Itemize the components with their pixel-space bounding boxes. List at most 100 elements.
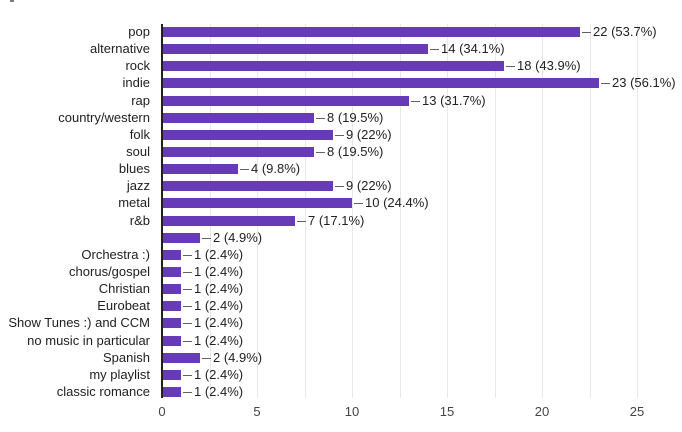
- category-label: no music in particular: [27, 333, 150, 348]
- value-label: 1 (2.4%): [194, 384, 244, 399]
- value-connector-line: [335, 135, 344, 136]
- bar: [163, 233, 200, 243]
- value-connector-line: [582, 32, 591, 33]
- gridline: [400, 24, 401, 398]
- bar: [163, 78, 599, 88]
- bar: [163, 130, 333, 140]
- value-connector-line: [316, 152, 325, 153]
- value-label: 1 (2.4%): [194, 367, 244, 382]
- bar: [163, 164, 238, 174]
- x-tick-label: 10: [344, 404, 360, 419]
- value-connector-line: [183, 289, 192, 290]
- value-connector-line: [335, 186, 344, 187]
- gridline: [637, 24, 638, 398]
- value-label: 2 (4.9%): [213, 350, 263, 365]
- value-connector-line: [411, 101, 420, 102]
- value-connector-line: [183, 323, 192, 324]
- bar: [163, 181, 333, 191]
- category-label: folk: [129, 127, 150, 142]
- gridline: [257, 24, 258, 398]
- value-connector-line: [506, 66, 515, 67]
- bar: [163, 250, 181, 260]
- category-label: Show Tunes :) and CCM: [8, 315, 150, 330]
- gridline: [447, 24, 448, 398]
- y-axis-baseline: [161, 24, 163, 398]
- bar: [163, 284, 181, 294]
- value-label: 1 (2.4%): [194, 298, 244, 313]
- value-label: 1 (2.4%): [194, 315, 244, 330]
- bar: [163, 318, 181, 328]
- value-connector-line: [430, 49, 439, 50]
- value-connector-line: [183, 375, 192, 376]
- category-label: chorus/gospel: [69, 264, 150, 279]
- value-connector-line: [601, 83, 610, 84]
- value-label: 9 (22%): [346, 178, 392, 193]
- value-connector-line: [183, 272, 192, 273]
- x-tick-label: 15: [439, 404, 455, 419]
- x-tick-label: 0: [158, 404, 166, 419]
- category-label: rock: [125, 58, 150, 73]
- bar: [163, 301, 181, 311]
- bar: [163, 267, 181, 277]
- value-connector-line: [316, 118, 325, 119]
- value-connector-line: [354, 203, 363, 204]
- value-label: 9 (22%): [346, 127, 392, 142]
- value-label: 1 (2.4%): [194, 281, 244, 296]
- value-connector-line: [183, 392, 192, 393]
- gridline: [352, 24, 353, 398]
- gridline: [305, 24, 306, 398]
- value-connector-line: [183, 255, 192, 256]
- value-label: 1 (2.4%): [194, 264, 244, 279]
- value-label: 1 (2.4%): [194, 247, 244, 262]
- value-label: 8 (19.5%): [327, 110, 384, 125]
- value-label: 23 (56.1%): [612, 75, 676, 90]
- category-label: [0, 230, 150, 246]
- category-label: pop: [128, 24, 150, 39]
- category-label: country/western: [58, 110, 150, 125]
- value-connector-line: [297, 221, 306, 222]
- category-label: rap: [131, 93, 150, 108]
- bar: [163, 370, 181, 380]
- value-label: 10 (24.4%): [365, 195, 429, 210]
- value-label: 8 (19.5%): [327, 144, 384, 159]
- category-label: Orchestra :): [81, 247, 150, 262]
- value-connector-line: [202, 238, 211, 239]
- gridline: [495, 24, 496, 398]
- category-label: Spanish: [103, 350, 150, 365]
- bar: [163, 216, 295, 226]
- x-tick-label: 5: [253, 404, 261, 419]
- bar: [163, 113, 314, 123]
- value-connector-line: [202, 358, 211, 359]
- value-label: 18 (43.9%): [517, 58, 581, 73]
- value-label: 14 (34.1%): [441, 41, 505, 56]
- value-label: 2 (4.9%): [213, 230, 263, 245]
- category-label: Eurobeat: [97, 298, 150, 313]
- category-label: r&b: [129, 213, 150, 228]
- value-label: 7 (17.1%): [308, 213, 365, 228]
- category-label: classic romance: [56, 384, 150, 399]
- gridline: [542, 24, 543, 398]
- bar: [163, 198, 352, 208]
- category-label: blues: [118, 161, 150, 176]
- value-label: 22 (53.7%): [593, 24, 657, 39]
- bar: [163, 27, 580, 37]
- bar: [163, 96, 409, 106]
- value-label: 4 (9.8%): [251, 161, 301, 176]
- bar: [163, 336, 181, 346]
- bar: [163, 44, 428, 54]
- category-label: metal: [118, 195, 150, 210]
- cropped-text-artifact: [10, 0, 14, 2]
- value-connector-line: [183, 306, 192, 307]
- value-label: 1 (2.4%): [194, 333, 244, 348]
- bar: [163, 387, 181, 397]
- x-tick-label: 25: [629, 404, 645, 419]
- bar: [163, 147, 314, 157]
- bar: [163, 353, 200, 363]
- category-label: alternative: [90, 41, 150, 56]
- bar: [163, 61, 504, 71]
- gridline: [590, 24, 591, 398]
- category-label: soul: [126, 144, 150, 159]
- gridline: [210, 24, 211, 398]
- value-label: 13 (31.7%): [422, 93, 486, 108]
